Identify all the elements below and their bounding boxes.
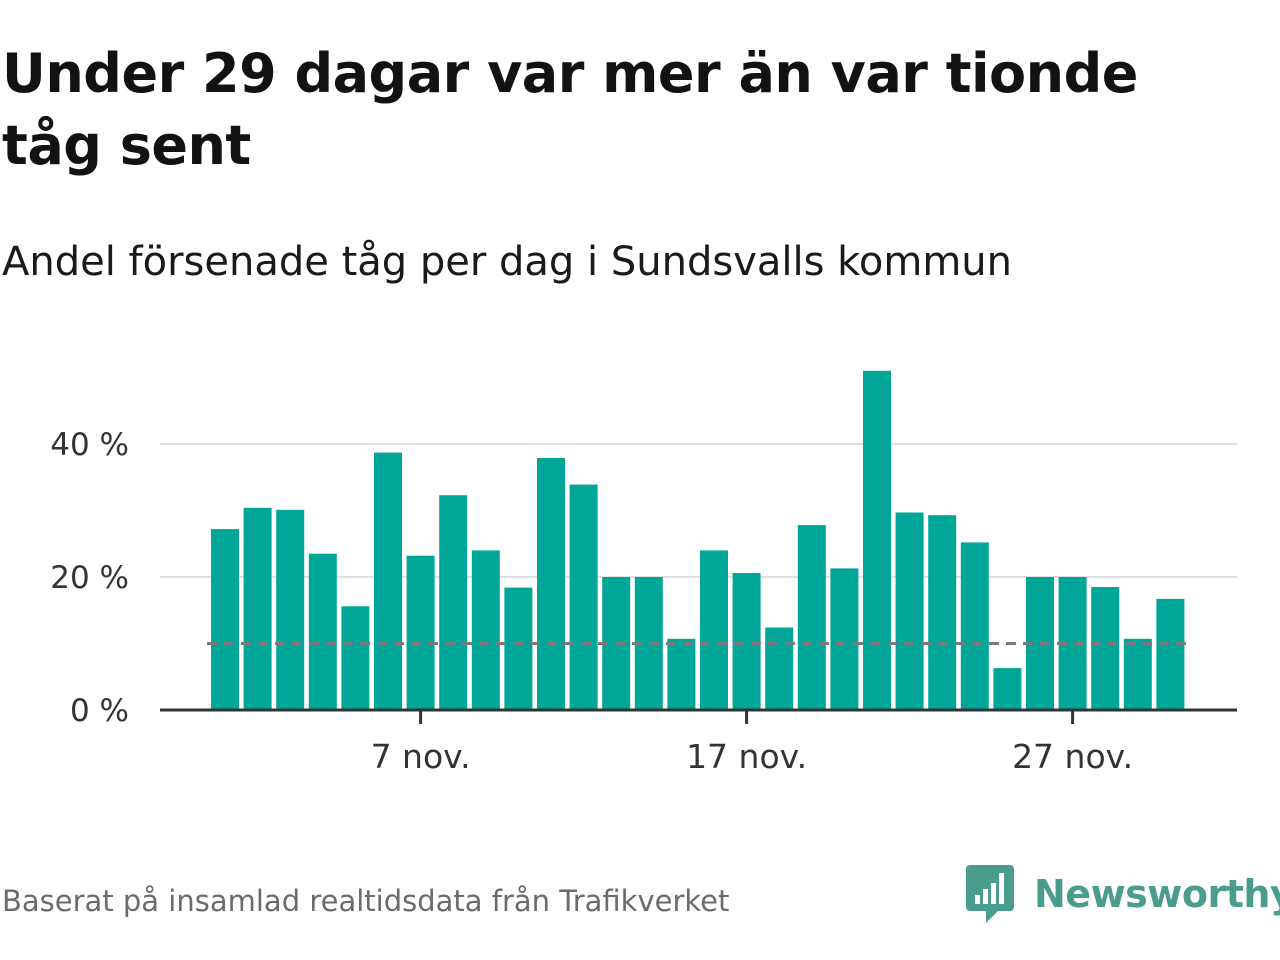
bar-2019-11-16	[700, 550, 728, 710]
bar-2019-11-01	[211, 529, 239, 710]
bar-2019-11-28	[1091, 587, 1120, 710]
bar-2019-11-21	[863, 370, 891, 710]
bar-2019-11-19	[797, 525, 826, 710]
bar-chart: 0 % 20 % 40 % 7 nov. 17 nov. 27 nov.	[50, 370, 1237, 776]
bar-2019-11-25	[993, 668, 1022, 710]
bar-2019-11-23	[928, 515, 957, 710]
x-tick-label-2019-11-17: 17 nov.	[686, 737, 807, 776]
bar-2019-11-12	[569, 484, 598, 710]
bar-2019-11-04	[308, 553, 337, 710]
bar-2019-11-10	[504, 587, 533, 710]
x-axis: 7 nov. 17 nov. 27 nov.	[160, 708, 1237, 776]
source-note: Baserat på insamlad realtidsdata från Tr…	[2, 884, 730, 918]
bar-2019-11-20	[830, 568, 859, 710]
x-tick-label-2019-11-27: 27 nov.	[1012, 737, 1133, 776]
bar-2019-11-08	[439, 495, 468, 710]
bar-2019-11-24	[960, 542, 989, 710]
bar-2019-11-09	[471, 550, 500, 710]
bar-2019-11-07	[406, 555, 435, 710]
bar-2019-11-06	[374, 452, 402, 710]
bar-2019-11-05	[341, 606, 370, 710]
bar-2019-11-17	[732, 573, 761, 710]
newsworthy-logo-icon	[966, 865, 1014, 923]
bar-2019-11-29	[1123, 638, 1152, 710]
bar-2019-11-03	[276, 509, 305, 710]
y-tick-label-20: 20 %	[50, 560, 129, 596]
y-tick-label-40: 40 %	[50, 427, 129, 463]
bar-2019-11-18	[765, 627, 794, 710]
x-tick-label-2019-11-07: 7 nov.	[371, 737, 471, 776]
chart-title: Under 29 dagar var mer än var tionde tåg…	[2, 42, 1138, 177]
bars	[211, 370, 1185, 710]
y-axis-tick-labels: 0 % 20 % 40 %	[50, 427, 129, 729]
newsworthy-logo-text: Newsworthy	[1034, 872, 1280, 916]
bar-2019-11-02	[243, 507, 272, 710]
chart-subtitle: Andel försenade tåg per dag i Sundsvalls…	[2, 239, 1012, 285]
bar-2019-11-22	[895, 512, 924, 710]
bar-2019-11-11	[537, 458, 565, 710]
y-tick-label-0: 0 %	[70, 693, 129, 729]
gridlines	[160, 443, 1237, 578]
newsworthy-logo[interactable]: Newsworthy	[964, 862, 1280, 926]
bar-2019-11-30	[1156, 598, 1185, 710]
bar-2019-11-15	[667, 638, 696, 710]
